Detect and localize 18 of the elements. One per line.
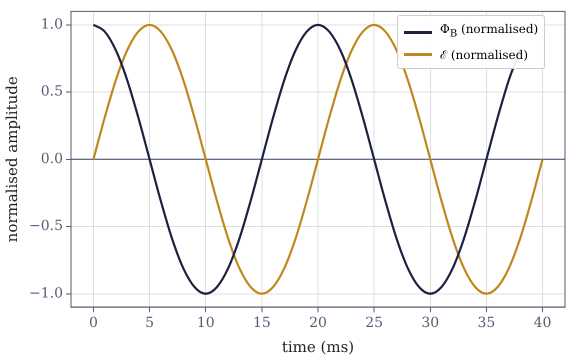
x-tick-label: 0 [88,315,98,332]
y-tick-label: −0.5 [28,218,63,234]
x-tick-label: 40 [534,315,552,332]
legend-label: Φ$_{B}$ (normalised) [440,21,538,42]
y-axis-title: normalised amplitude [2,76,21,242]
x-tick-label: 10 [196,315,215,332]
y-tick-label: 0.0 [40,150,63,167]
x-tick-label: 30 [421,315,440,332]
x-tick-label: 5 [145,315,154,332]
x-tick-label: 35 [477,315,496,332]
y-tick-label: −1.0 [28,285,63,302]
x-tick-label: 15 [252,315,271,332]
y-tick-label: 1.0 [40,16,63,32]
x-tick-label: 25 [365,315,384,332]
y-tick-label: 0.5 [40,84,63,100]
legend-label: ℰ (normalised) [440,46,528,64]
x-axis-title: time (ms) [282,338,354,356]
x-tick-label: 20 [309,315,327,332]
